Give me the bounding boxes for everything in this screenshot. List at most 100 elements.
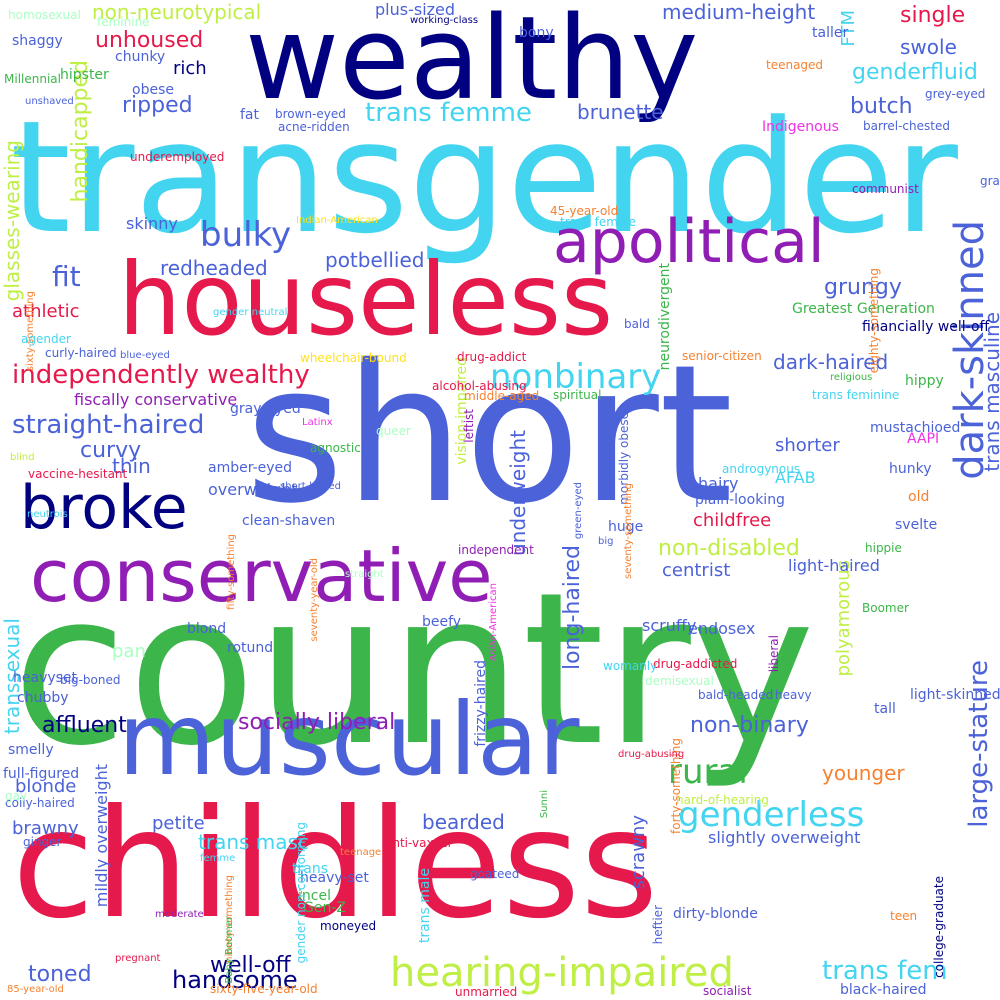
cloud-word: bulky bbox=[200, 215, 292, 255]
cloud-word: medium-height bbox=[662, 0, 816, 24]
cloud-word: mildly overweight bbox=[92, 764, 111, 908]
cloud-word: trans masculine bbox=[980, 312, 1000, 472]
cloud-word: religious bbox=[830, 372, 873, 383]
cloud-word: long-haired bbox=[560, 545, 585, 671]
cloud-word: scrawny bbox=[628, 815, 649, 890]
cloud-word: independently wealthy bbox=[12, 360, 310, 390]
cloud-word: well-off bbox=[210, 953, 291, 978]
cloud-word: AFAB bbox=[775, 468, 816, 487]
cloud-word: seventy-something bbox=[623, 483, 634, 579]
cloud-word: Latinx bbox=[302, 417, 333, 428]
cloud-word: plus-sized bbox=[375, 0, 456, 19]
cloud-word: hippy bbox=[905, 373, 944, 389]
cloud-word: pregnant bbox=[115, 953, 161, 964]
cloud-word: alcohol-abusing bbox=[432, 379, 527, 393]
cloud-word: big bbox=[598, 536, 614, 547]
cloud-word: blind bbox=[10, 452, 35, 463]
cloud-word: androgynous bbox=[722, 462, 801, 476]
cloud-word: fit bbox=[52, 260, 81, 293]
cloud-word: glasses-wearing bbox=[0, 140, 24, 302]
cloud-word: grungy bbox=[824, 275, 902, 300]
cloud-word: heavy bbox=[775, 688, 812, 702]
cloud-word: affluent bbox=[42, 713, 127, 738]
cloud-word: bald-headed bbox=[698, 688, 774, 702]
cloud-word: huge bbox=[608, 519, 644, 535]
cloud-word: demisexual bbox=[645, 674, 714, 688]
cloud-word: endosex bbox=[688, 619, 756, 638]
cloud-word: light-skinned bbox=[910, 687, 1000, 703]
cloud-word: trans male bbox=[417, 868, 433, 944]
cloud-word: curvy bbox=[80, 438, 142, 463]
cloud-word: fifty-something bbox=[226, 534, 237, 610]
cloud-word: heavyset bbox=[13, 670, 78, 686]
cloud-word: trans bbox=[292, 861, 328, 877]
cloud-word: spiritual bbox=[553, 388, 602, 402]
cloud-word: athletic bbox=[12, 301, 80, 322]
cloud-word: agender bbox=[21, 332, 71, 346]
cloud-word: handsome bbox=[172, 966, 298, 994]
cloud-word: middle-aged bbox=[464, 389, 540, 403]
cloud-word: fat bbox=[240, 107, 259, 123]
cloud-word: senior-citizen bbox=[682, 349, 762, 363]
cloud-word: incel bbox=[298, 888, 331, 904]
cloud-word: bald bbox=[624, 317, 650, 331]
cloud-word: shaggy bbox=[12, 33, 63, 49]
cloud-word: nonbinary bbox=[490, 357, 662, 397]
cloud-word: Greatest Generation bbox=[792, 301, 935, 317]
cloud-word: drug-abusing bbox=[618, 749, 685, 760]
cloud-word: beefy bbox=[422, 614, 462, 630]
cloud-word: goateed bbox=[470, 867, 520, 881]
cloud-word: rich bbox=[173, 58, 207, 79]
cloud-word: redheaded bbox=[160, 256, 268, 280]
cloud-word: sixty-five-year-old bbox=[210, 982, 318, 996]
cloud-word: hunky bbox=[889, 461, 932, 477]
cloud-word: houseless bbox=[118, 241, 614, 358]
cloud-word: financially well-off bbox=[862, 319, 990, 335]
cloud-word: short bbox=[245, 324, 734, 545]
cloud-word: unmarried bbox=[455, 985, 518, 999]
cloud-word: blue-eyed bbox=[120, 350, 170, 361]
cloud-word: thin bbox=[112, 454, 151, 478]
cloud-word: Indian-American bbox=[296, 215, 378, 226]
cloud-word: polyamorous bbox=[833, 560, 854, 677]
cloud-word: short-haired bbox=[280, 481, 341, 492]
cloud-word: moderate bbox=[155, 909, 204, 920]
cloud-word: obese bbox=[132, 82, 174, 98]
cloud-word: Sunni bbox=[539, 790, 550, 819]
cloud-word: dirty-blonde bbox=[673, 906, 758, 922]
cloud-word: green-eyed bbox=[573, 482, 584, 540]
cloud-word: gender non-conforming bbox=[294, 822, 308, 964]
cloud-word: genderless bbox=[678, 795, 865, 835]
cloud-word: hearing-impaired bbox=[390, 950, 734, 996]
cloud-word: curly-haired bbox=[45, 346, 117, 360]
cloud-word: centrist bbox=[662, 560, 731, 581]
cloud-word: transgender bbox=[10, 87, 958, 268]
cloud-word: drug-addicted bbox=[653, 657, 738, 671]
cloud-word: underemployed bbox=[130, 150, 225, 164]
cloud-word: 85-year-old bbox=[7, 984, 64, 995]
cloud-word: petite bbox=[152, 813, 205, 834]
cloud-word: trans female bbox=[560, 215, 637, 229]
cloud-word: Gen-Z bbox=[303, 900, 346, 916]
cloud-word: independent bbox=[458, 543, 534, 557]
cloud-word: eighty-something bbox=[867, 268, 881, 374]
cloud-word: gray-haired bbox=[980, 174, 1000, 188]
cloud-word: 45-year-old bbox=[550, 204, 619, 218]
cloud-word: hippie bbox=[865, 541, 902, 555]
cloud-word: straight-haired bbox=[12, 410, 205, 440]
cloud-word: blond bbox=[187, 621, 227, 637]
cloud-word: wheelchair-bound bbox=[300, 351, 407, 365]
cloud-word: non-neurotypical bbox=[92, 0, 262, 24]
cloud-word: frizzy-haired bbox=[473, 660, 489, 747]
cloud-word: apolitical bbox=[553, 207, 825, 277]
cloud-word: womanly bbox=[603, 659, 658, 673]
cloud-word: potbellied bbox=[325, 248, 425, 272]
cloud-word: scruffy bbox=[642, 616, 697, 635]
cloud-word: swole bbox=[900, 35, 957, 59]
cloud-word: skinny bbox=[126, 214, 178, 233]
cloud-word: brawny bbox=[12, 818, 79, 839]
cloud-word: genderfluid bbox=[852, 60, 978, 85]
cloud-word: tall bbox=[874, 701, 896, 717]
cloud-word: wealthy bbox=[245, 0, 699, 126]
